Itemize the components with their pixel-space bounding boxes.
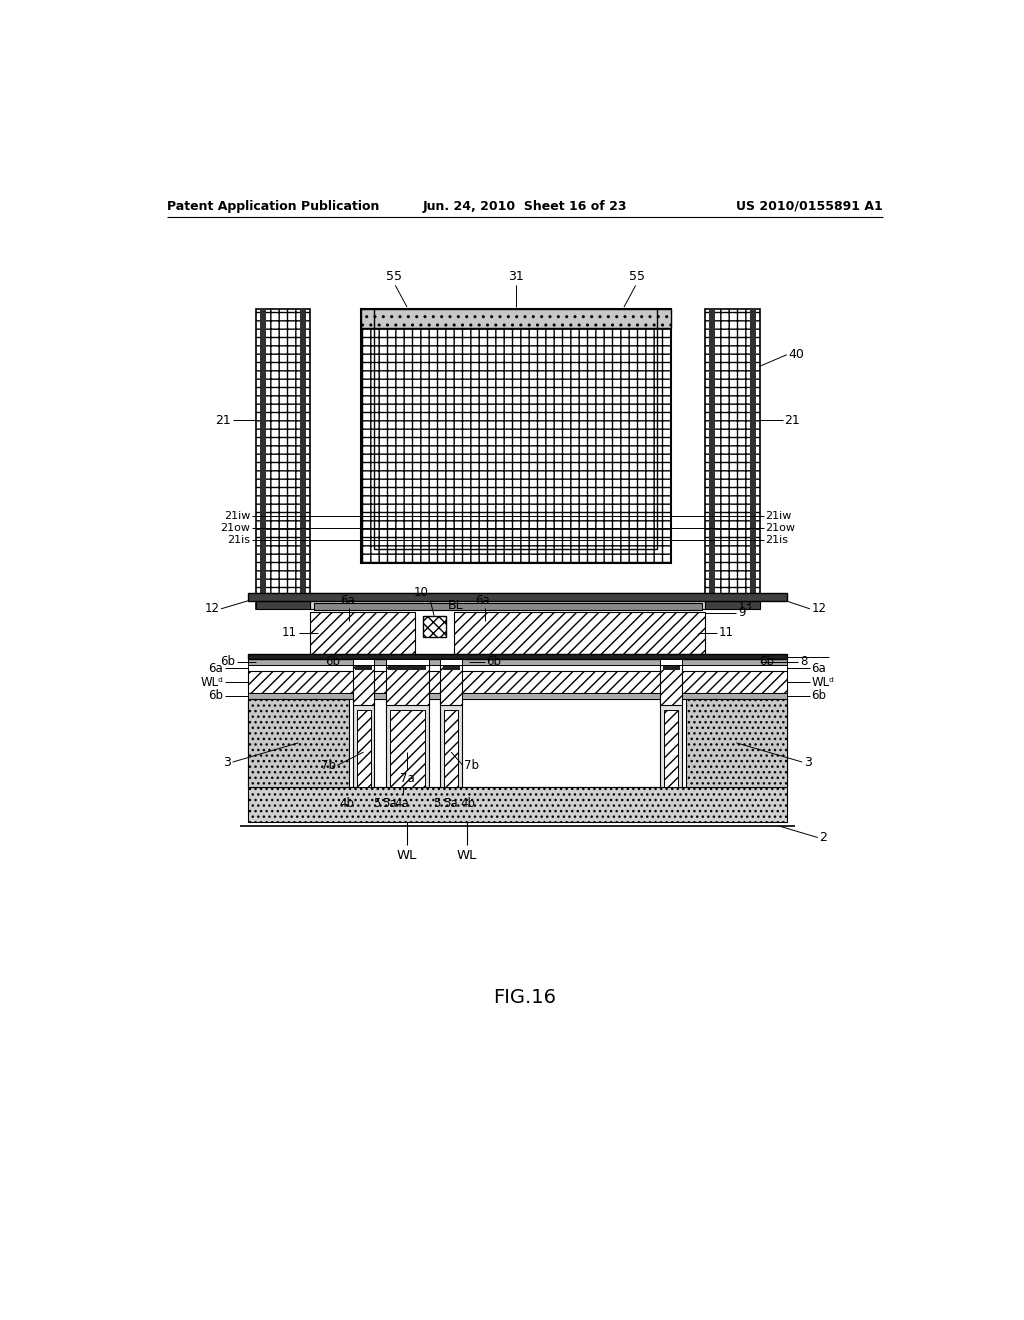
Bar — [248, 594, 786, 601]
Text: 6a: 6a — [209, 661, 223, 675]
Text: 9: 9 — [738, 606, 745, 619]
Bar — [442, 665, 460, 669]
Text: 4b: 4b — [461, 797, 476, 809]
Text: 7b: 7b — [464, 759, 479, 772]
Text: 21is: 21is — [227, 535, 251, 545]
Text: 21: 21 — [215, 413, 231, 426]
Text: WL: WL — [457, 849, 477, 862]
Text: 12: 12 — [205, 602, 219, 615]
Text: 4a: 4a — [394, 797, 409, 809]
Text: 21ow: 21ow — [765, 523, 795, 533]
Bar — [388, 665, 426, 669]
Text: FIG.16: FIG.16 — [494, 989, 556, 1007]
Text: 5a: 5a — [382, 797, 397, 809]
Bar — [440, 665, 462, 705]
Bar — [260, 309, 266, 609]
Bar — [375, 322, 656, 549]
Bar — [314, 603, 701, 610]
Bar — [660, 700, 682, 788]
Text: Patent Application Publication: Patent Application Publication — [167, 199, 379, 213]
Bar — [310, 612, 415, 655]
Text: US 2010/0155891 A1: US 2010/0155891 A1 — [736, 199, 883, 213]
Text: 5: 5 — [373, 797, 381, 809]
Bar — [352, 659, 375, 665]
Bar — [300, 309, 306, 609]
Text: 21is: 21is — [765, 535, 788, 545]
Bar — [660, 665, 682, 705]
Bar — [686, 700, 786, 788]
Text: BL: BL — [449, 599, 464, 612]
Bar — [440, 659, 462, 665]
Bar — [710, 309, 716, 609]
Text: 11: 11 — [719, 626, 733, 639]
Text: 40: 40 — [788, 348, 804, 362]
Bar — [706, 594, 760, 609]
Text: 21iw: 21iw — [224, 511, 251, 521]
Text: 6b: 6b — [220, 656, 234, 668]
Text: 7b: 7b — [321, 759, 336, 772]
Text: 55: 55 — [629, 271, 645, 284]
Bar — [386, 700, 429, 788]
Text: 3: 3 — [804, 755, 812, 768]
Text: 7a: 7a — [399, 772, 415, 784]
Bar — [360, 309, 671, 327]
Bar — [248, 671, 786, 693]
Bar — [352, 700, 375, 788]
Text: 6a: 6a — [475, 594, 490, 607]
Text: 6b: 6b — [208, 689, 223, 702]
Text: 55: 55 — [386, 271, 401, 284]
Bar — [750, 309, 756, 609]
Text: 6a: 6a — [340, 594, 354, 607]
Bar — [310, 594, 706, 609]
Bar — [248, 665, 786, 671]
Bar — [444, 710, 458, 788]
Text: 6a: 6a — [812, 661, 826, 675]
Text: 21ow: 21ow — [220, 523, 251, 533]
Bar — [660, 659, 682, 665]
Text: 21iw: 21iw — [765, 511, 792, 521]
Bar — [355, 665, 372, 669]
Text: 8: 8 — [800, 656, 807, 668]
Text: 6b: 6b — [760, 656, 774, 668]
Bar — [352, 665, 375, 705]
Text: 13: 13 — [738, 601, 753, 612]
Bar — [390, 710, 425, 788]
Text: 5a: 5a — [442, 797, 458, 809]
Bar — [248, 659, 786, 665]
Text: WLᵈ: WLᵈ — [812, 676, 835, 689]
Bar — [248, 700, 349, 788]
Text: Jun. 24, 2010  Sheet 16 of 23: Jun. 24, 2010 Sheet 16 of 23 — [423, 199, 627, 213]
Bar — [386, 665, 429, 705]
Bar — [665, 710, 678, 788]
Bar — [706, 309, 760, 609]
Text: 31: 31 — [508, 271, 523, 284]
Text: 4b: 4b — [339, 797, 354, 809]
Text: 6b: 6b — [326, 656, 341, 668]
Text: 2: 2 — [819, 832, 827, 843]
Text: 11: 11 — [282, 626, 297, 639]
Text: 21: 21 — [784, 413, 800, 426]
Bar — [375, 309, 656, 327]
Bar — [248, 700, 786, 788]
Bar — [440, 700, 462, 788]
Bar — [256, 594, 310, 609]
Text: WL: WL — [397, 849, 417, 862]
Bar — [663, 665, 680, 669]
Text: 6b: 6b — [812, 689, 826, 702]
Bar — [248, 693, 786, 700]
Bar — [256, 309, 310, 609]
Bar — [386, 659, 429, 665]
Text: 10: 10 — [414, 586, 429, 599]
Text: 3: 3 — [223, 755, 231, 768]
Text: WLᵈ: WLᵈ — [201, 676, 223, 689]
Bar — [360, 309, 671, 562]
Text: 5: 5 — [433, 797, 440, 809]
Bar — [356, 710, 371, 788]
Bar — [248, 788, 786, 822]
Bar — [454, 612, 706, 655]
Bar — [248, 655, 786, 659]
Bar — [423, 615, 445, 638]
Text: 12: 12 — [812, 602, 826, 615]
Text: 6b: 6b — [486, 656, 501, 668]
